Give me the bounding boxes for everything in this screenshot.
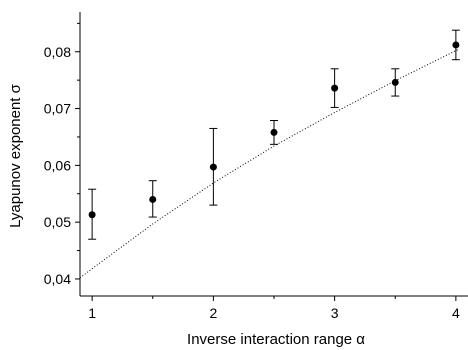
y-tick-label: 0,05 bbox=[44, 214, 71, 230]
x-tick-label: 4 bbox=[452, 305, 460, 321]
y-tick-label: 0,08 bbox=[44, 44, 71, 60]
data-point bbox=[149, 195, 157, 203]
x-tick-label: 2 bbox=[209, 305, 217, 321]
y-tick-label: 0,06 bbox=[44, 157, 71, 173]
data-points-layer bbox=[88, 29, 460, 240]
fit-curve bbox=[79, 49, 459, 279]
data-point bbox=[88, 211, 96, 219]
y-tick-label: 0,04 bbox=[44, 271, 71, 287]
x-tick-label: 1 bbox=[88, 305, 96, 321]
data-point bbox=[331, 84, 339, 92]
x-tick-label: 3 bbox=[331, 305, 339, 321]
x-axis-title: Inverse interaction range α bbox=[187, 331, 365, 348]
fit-curve-layer bbox=[79, 49, 459, 279]
data-point bbox=[391, 78, 399, 86]
y-tick-label: 0,07 bbox=[44, 101, 71, 117]
ticks-layer: 0,04 0,05 0,06 0,07 0,08 1 2 3 4 bbox=[44, 22, 460, 321]
data-point bbox=[209, 163, 217, 171]
data-point bbox=[270, 128, 278, 136]
y-axis-title: Lyapunov exponent σ bbox=[7, 83, 24, 228]
data-point bbox=[452, 41, 460, 49]
plot-area bbox=[79, 12, 468, 297]
